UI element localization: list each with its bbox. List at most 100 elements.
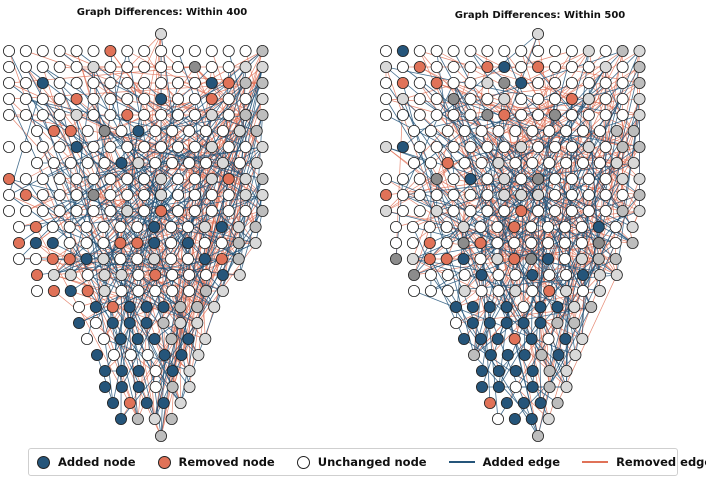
graph-node [396,45,409,58]
graph-node [518,348,531,361]
graph-node [592,236,605,249]
graph-node [91,348,104,361]
graph-node [575,220,588,233]
graph-edge [487,114,583,260]
graph-edge [126,146,162,196]
graph-node [171,61,184,74]
graph-edge [463,226,482,292]
graph-node [199,268,212,281]
graph-node [549,204,562,217]
graph-node [138,109,151,122]
graph-node [577,125,590,138]
graph-node [560,284,573,297]
graph-node [458,125,471,138]
legend-label: Added node [58,455,136,469]
graph-node [121,204,134,217]
graph-node [407,125,420,138]
graph-node [585,300,598,313]
legend-added-edge: Added edge [448,455,560,469]
graph-node [80,220,93,233]
graph-node [132,125,145,138]
removed-edge-swatch [582,461,609,463]
graph-node [188,45,201,58]
graph-node [97,252,110,265]
graph-node [19,204,32,217]
graph-node [46,236,59,249]
graph-node [188,140,201,153]
graph-node [379,93,392,106]
graph-edge [204,194,246,340]
graph-node [515,109,528,122]
graph-node [149,364,162,377]
graph-node [123,396,136,409]
graph-node [481,109,494,122]
graph-node [582,172,595,185]
graph-node [464,140,477,153]
graph-node [132,156,145,169]
graph-node [115,156,128,169]
graph-node [114,220,127,233]
graph-node [155,172,168,185]
graph-node [423,220,436,233]
graph-node [188,77,201,90]
graph-node [131,252,144,265]
graph-node [549,140,562,153]
graph-node [467,348,480,361]
graph-node [171,204,184,217]
graph-node [171,109,184,122]
graph-node [30,268,43,281]
graph-node [396,204,409,217]
graph-node [440,220,453,233]
graph-node [19,45,32,58]
graph-node [474,252,487,265]
graph-node [188,109,201,122]
graph-node [53,61,66,74]
graph-panel-right [379,27,646,442]
graph-node [424,284,437,297]
graph-node [47,284,60,297]
graph-node [413,61,426,74]
graph-node [565,204,578,217]
graph-node [413,188,426,201]
graph-node [99,380,112,393]
graph-node [154,429,167,442]
graph-node [106,300,119,313]
graph-node [148,412,161,425]
graph-node [633,45,646,58]
graph-node [466,316,479,329]
graph-node [183,380,196,393]
graph-node [440,252,453,265]
graph-node [171,172,184,185]
graph-node [140,300,153,313]
graph-node [532,45,545,58]
graph-node [3,61,15,74]
graph-node [413,77,426,90]
graph-node [430,204,443,217]
graph-node [121,93,134,106]
graph-node [183,156,196,169]
graph-node [154,27,167,40]
graph-edge [53,194,196,276]
graph-node [53,45,66,58]
graph-node [475,125,488,138]
graph-node [3,77,15,90]
graph-node [148,236,161,249]
graph-node [549,45,562,58]
added-edge-swatch [448,461,475,463]
graph-node [457,236,470,249]
graph-node [87,109,100,122]
graph-node [542,236,555,249]
graph-node [447,61,460,74]
graph-node [29,236,42,249]
graph-edge [120,146,213,228]
graph-edge [194,66,263,148]
graph-node [19,61,32,74]
graph-node [256,45,269,58]
graph-node [464,45,477,58]
graph-node [396,140,409,153]
graph-edge [120,274,122,420]
graph-node [501,348,514,361]
graph-edge [93,146,224,292]
graph-edge [385,98,640,116]
graph-node [379,77,392,90]
